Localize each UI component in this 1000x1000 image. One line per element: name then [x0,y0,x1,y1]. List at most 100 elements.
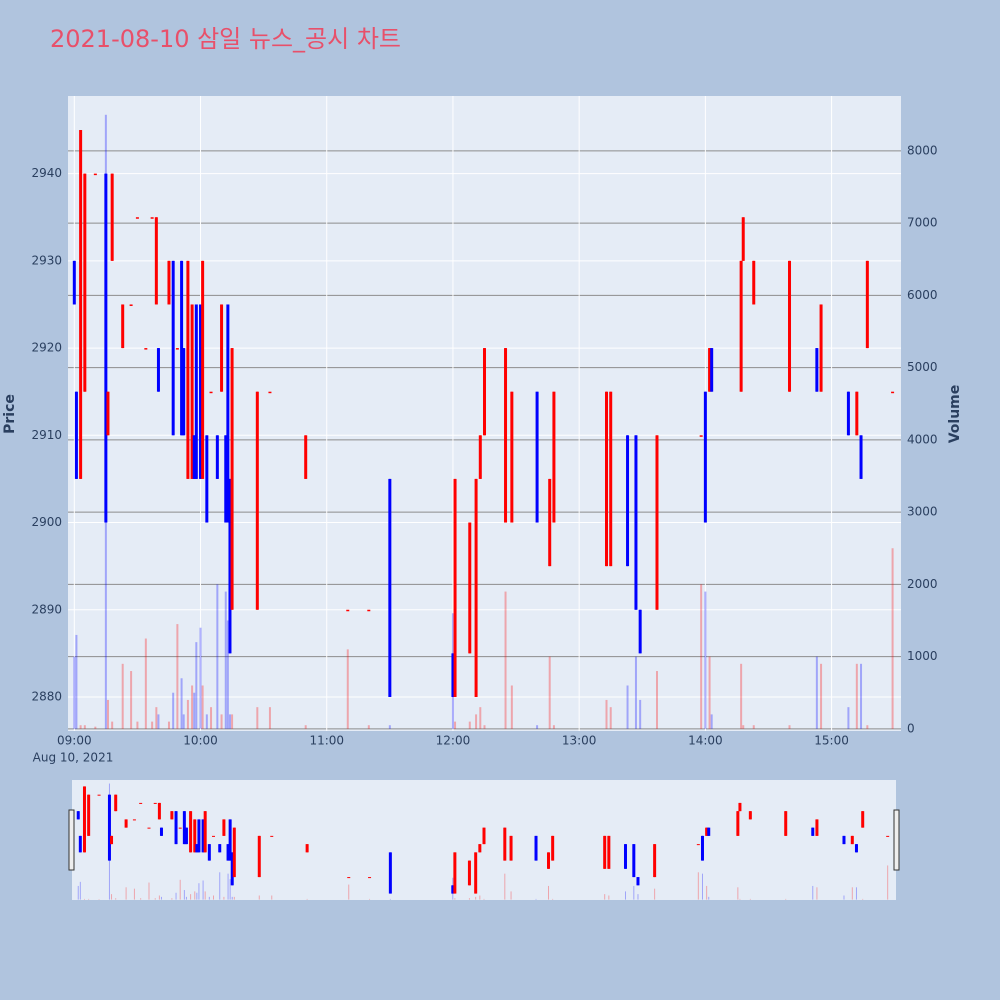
volume-bar [742,725,745,729]
candle-body [156,348,160,392]
slider-candle-body [748,811,752,820]
candle-body [201,260,205,479]
candle-body [228,478,232,654]
slider-volume-bar [608,895,610,900]
slider-candle-body [632,844,636,878]
slider-volume-bar [219,872,221,900]
candle-body [634,435,638,610]
slider-volume-bar [706,885,708,900]
slider-volume-bar [140,898,142,900]
slider-candle-body [174,811,178,845]
range-handle[interactable] [68,809,75,871]
candle-body [104,173,108,523]
volume-bar [231,714,234,729]
volume-bar [176,624,179,729]
slider-candle-body [78,835,82,853]
volume-bar [167,721,170,729]
y2-tick-label: 2000 [907,577,938,591]
volume-bar [73,656,76,729]
slider-candle-body [815,819,819,836]
volume-bar [195,642,198,729]
chart-title: 2021-08-10 삼일 뉴스_공시 차트 [50,25,401,53]
volume-bar [172,692,175,729]
slider-candle-body [474,852,478,894]
candle-body [182,348,186,436]
volume-bar [708,656,711,729]
slider-volume-bar [204,891,206,900]
candle-body [510,391,514,523]
y2-tick-label: 8000 [907,143,938,157]
slider-candle-body [153,802,157,804]
candle-body [626,435,630,567]
candle-body [474,478,478,697]
volume-bar [626,685,629,729]
candle-body [230,348,234,610]
slider-volume-bar [737,887,739,900]
slider-candle-body [636,877,640,886]
volume-bar [226,620,229,729]
candle-body [846,391,850,436]
slider-candle-body [653,844,657,878]
slider-volume-bar [115,898,117,900]
range-handle[interactable] [893,809,900,871]
candle-body [855,391,859,436]
slider-volume-bar [194,891,196,900]
slider-volume-bar [160,896,162,900]
slider-candle-body [467,860,471,886]
candle-body [483,348,486,436]
candle-body [194,304,198,479]
candle-body [121,304,125,349]
slider-candle-body [388,852,392,894]
slider-candle-body [257,835,261,878]
volume-bar [820,663,823,729]
candle-body [865,260,869,349]
volume-bar [700,584,703,729]
candle-body [451,653,455,697]
candle-body [224,435,228,523]
candle-body [135,217,139,219]
slider-candle-body [193,819,197,853]
slider-volume-bar [79,881,81,900]
y2-tick-label: 5000 [907,360,938,374]
volume-bar [220,714,223,729]
candle-body [72,260,76,305]
slider-volume-bar [708,896,710,900]
slider-volume-bar [83,898,85,900]
slider-candle-body [110,835,114,845]
x-tick-label: 09:00 [57,734,92,748]
slider-volume-bar [483,898,485,900]
slider-volume-bar [148,882,150,900]
slider-volume-bar [510,891,512,900]
slider-volume-bar [654,888,656,900]
volume-bar [609,707,612,729]
slider-candle-body [147,827,151,829]
slider-volume-bar [535,898,537,900]
candle-body [226,304,230,523]
slider-volume-bar [887,865,889,900]
slider-volume-bar [604,894,606,900]
candle-body [788,260,792,392]
slider-volume-bar [229,879,231,900]
slider-candle-body [696,844,700,846]
slider-volume-bar [223,896,225,900]
slider-candle-body [184,827,188,845]
y-tick-label: 2880 [31,689,62,703]
slider-candle-body [736,811,740,836]
slider-candle-body [368,877,372,879]
slider-candle-body [305,844,309,853]
volume-bar [94,726,97,729]
slider-volume-bar [816,887,818,900]
volume-bar [151,721,154,729]
slider-volume-bar [212,895,214,900]
volume-bar [475,714,478,729]
slider-volume-bar [504,873,506,900]
x-tick-label: 10:00 [183,734,218,748]
candle-body [739,260,743,392]
slider-candle-body [107,794,111,861]
slider-candle-body [700,835,704,861]
slider-candle-body [97,794,101,796]
slider-candle-body [482,827,486,845]
slider-volume-bar [637,894,639,900]
